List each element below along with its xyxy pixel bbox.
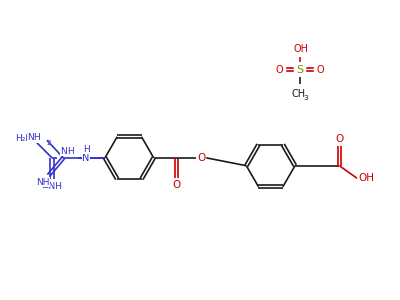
Text: H: H: [83, 145, 90, 154]
Text: O: O: [317, 64, 324, 74]
Text: H: H: [34, 133, 40, 142]
Text: OH: OH: [359, 173, 375, 183]
Text: N: N: [82, 153, 90, 163]
Text: S: S: [296, 64, 304, 74]
Text: 3: 3: [303, 95, 308, 101]
Text: =NH: =NH: [41, 182, 62, 190]
Text: NH: NH: [36, 178, 49, 187]
Text: O: O: [172, 180, 180, 190]
Text: H: H: [67, 147, 74, 156]
Text: H₂N: H₂N: [15, 134, 32, 143]
Text: O: O: [276, 64, 284, 74]
Text: CH: CH: [291, 89, 305, 99]
Text: O: O: [197, 153, 205, 163]
Text: O: O: [335, 134, 344, 144]
Text: N: N: [60, 147, 67, 156]
Text: 2: 2: [47, 140, 52, 146]
Text: OH: OH: [294, 44, 309, 54]
Text: N: N: [27, 133, 34, 142]
